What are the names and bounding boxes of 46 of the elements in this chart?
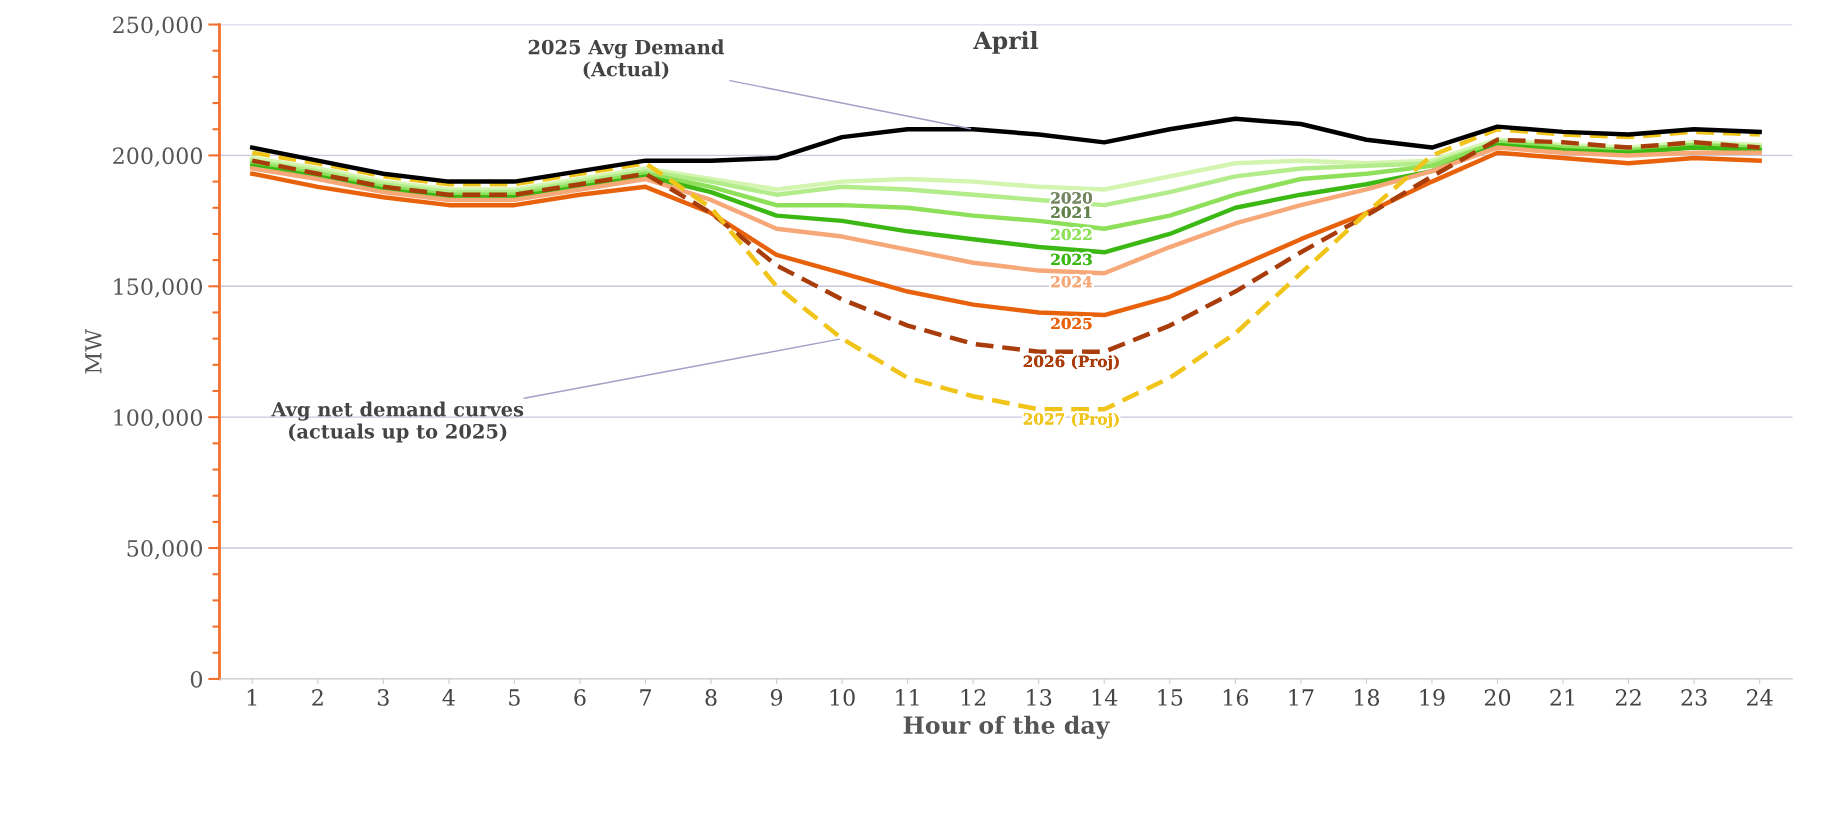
y-tick-label: 200,000 [113, 147, 203, 167]
x-tick-label: 13 [1027, 689, 1052, 706]
x-tick-label: 4 [442, 689, 455, 706]
chart-title: April [973, 30, 1038, 54]
x-tick-label: 12 [961, 689, 986, 706]
x-tick-label: 18 [1354, 689, 1380, 706]
y-tick-label: 0 [190, 670, 203, 688]
x-tick-label: 17 [1289, 689, 1314, 706]
series-label: 2026 (Proj) [1023, 355, 1119, 371]
line-series [250, 150, 1762, 318]
x-axis-title: Hour of the day [903, 715, 1110, 739]
series-label: 2024 [1051, 275, 1093, 288]
line-series [250, 145, 1762, 276]
x-tick-label: 10 [830, 689, 855, 706]
series-label: 2027 (Proj) [1023, 412, 1119, 428]
x-tick-label: 24 [1747, 689, 1773, 706]
series-label: 2022 [1051, 228, 1092, 241]
series-label: 2025 [1051, 317, 1092, 330]
x-tick-label: 15 [1158, 689, 1183, 706]
y-tick-label: 250,000 [113, 16, 203, 37]
annotation: 2025 Avg Demand (Actual) [528, 39, 724, 80]
x-tick-label: 1 [247, 689, 257, 706]
x-tick-label: 20 [1484, 689, 1511, 706]
x-tick-label: 2 [312, 689, 323, 706]
x-tick-label: 5 [509, 689, 520, 706]
x-tick-label: 3 [377, 689, 389, 706]
x-tick-label: 23 [1681, 689, 1707, 706]
y-tick-label: 50,000 [127, 540, 203, 560]
x-tick-label: 21 [1550, 689, 1575, 706]
x-tick-label: 14 [1092, 689, 1118, 706]
line-series [250, 116, 1762, 184]
y-axis-title: MW [85, 329, 102, 374]
x-tick-label: 22 [1615, 689, 1641, 706]
x-tick-label: 8 [705, 689, 717, 706]
x-tick-label: 9 [770, 689, 783, 706]
x-tick-label: 16 [1223, 689, 1249, 706]
x-tick-label: 6 [574, 689, 586, 706]
x-tick-label: 11 [896, 689, 919, 706]
series-label: 2023 [1051, 253, 1092, 266]
y-tick-label: 100,000 [114, 409, 203, 429]
x-tick-label: 7 [640, 689, 651, 706]
x-tick-label: 19 [1420, 689, 1445, 706]
series-label: 2021 [1051, 206, 1092, 219]
line-series [250, 137, 1762, 354]
annotation: Avg net demand curves (actuals up to 2025) [271, 401, 524, 443]
y-tick-label: 150,000 [114, 278, 203, 298]
